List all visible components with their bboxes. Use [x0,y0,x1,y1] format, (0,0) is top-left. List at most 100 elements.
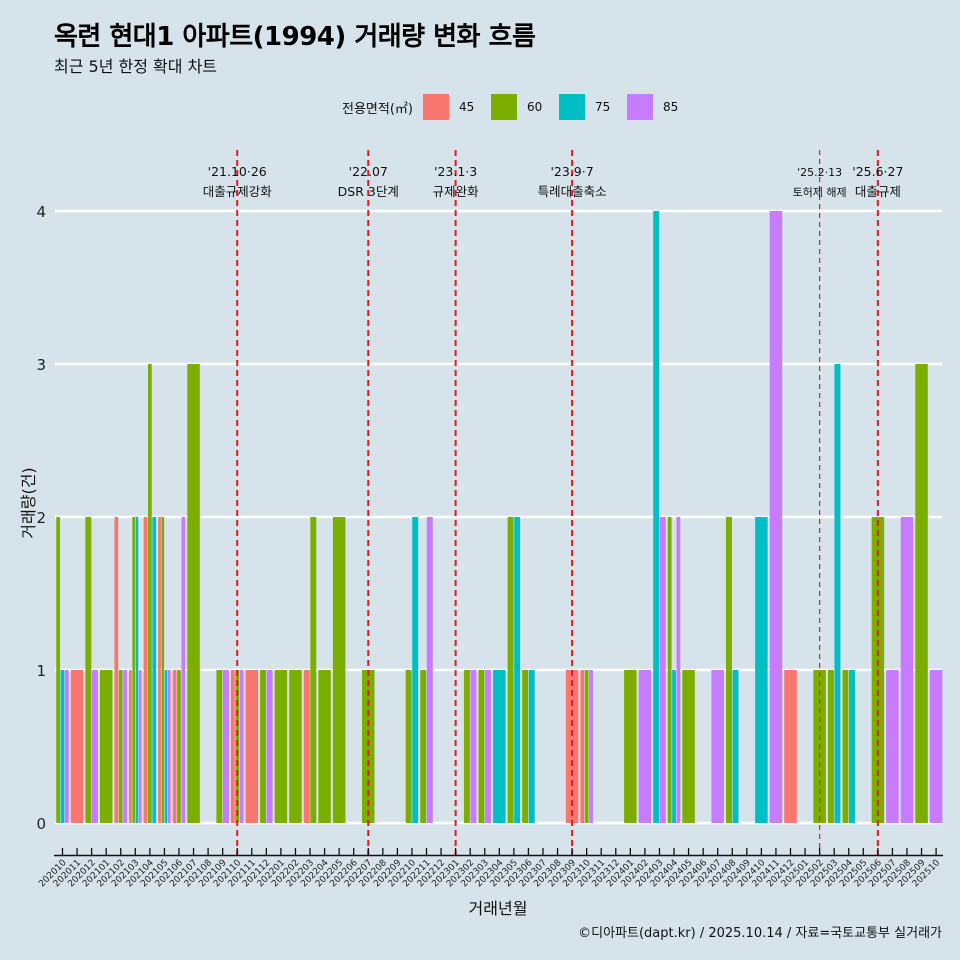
bar-202109-60 [216,670,223,823]
legend-swatch-85 [626,94,653,120]
legend-swatch-60 [490,94,517,120]
bar-202203-60 [310,517,317,823]
event-label: 토허제 해제 [793,185,847,199]
bar-202305-60 [507,517,514,823]
y-axis-ticks: 0 1 2 3 4 [36,203,46,833]
event-date: '25.2·13 [797,166,842,179]
bar-202012-60 [85,517,92,823]
bar-202302-85 [470,670,477,823]
bar-202403-75 [653,211,660,823]
bar-202309-45 [565,670,579,823]
legend-item-45: 45 [422,94,481,120]
legend-item-75: 75 [558,94,617,120]
bar-202106-60 [177,670,181,823]
bar-202401-60 [624,670,637,823]
bar-202112-60 [260,670,267,823]
legend: 전용면적(㎡) 45 60 75 85 [342,93,695,121]
legend-swatch-45 [422,94,449,120]
bar-202105-85 [167,670,171,823]
bar-202407-85 [711,670,724,823]
bar-202110-60 [235,670,240,823]
event-label: 특례대출축소 [538,184,607,199]
bar-202303-85 [485,670,491,823]
bar-202504-75 [849,670,855,823]
bar-202410-75 [755,517,768,823]
event-label: 규제완화 [433,184,480,199]
x-axis: 2020102020112020122021012021022021032021… [37,848,943,889]
bar-202102-85 [123,670,127,823]
bar-202509-60 [915,364,928,823]
bar-202504-60 [842,670,849,823]
bar-202405-60 [682,670,695,823]
bar-202402-85 [638,670,652,823]
bar-202010-75 [60,670,65,823]
bar-202210-60 [405,670,412,823]
chart-title: 옥련 현대1 아파트(1994) 거래량 변화 흐름 [54,22,536,52]
y-axis-label: 거래량(건) [19,467,38,538]
bar-202201-60 [274,670,288,823]
legend-label-75: 75 [594,100,611,114]
event-date: '21.10·26 [208,164,267,179]
bar-202202-60 [289,670,302,823]
event-date: '23.1·3 [434,164,477,179]
bar-202310-85 [589,670,593,823]
y-tick-label: 0 [36,815,46,833]
bar-202508-85 [900,517,914,823]
bar-202103-75 [135,517,139,823]
bar-202109-85 [222,670,229,823]
legend-label-60: 60 [526,100,543,114]
bar-202306-60 [522,670,529,823]
y-tick-label: 2 [36,509,46,527]
bar-202101-60 [99,670,113,823]
bar-202010-60 [56,517,61,823]
bar-202404-85 [676,517,681,823]
bar-202112-85 [266,670,273,823]
y-tick-label: 3 [36,356,46,374]
bar-202411-85 [769,211,783,823]
bar-202111-45 [245,670,259,823]
event-label: DSR 3단계 [338,184,399,199]
bar-202510-85 [929,670,943,823]
legend-label-45: 45 [458,100,475,114]
bar-202103-60 [132,517,135,823]
y-tick-label: 1 [36,662,46,680]
legend-swatch-75 [558,94,585,120]
bar-202207-60 [362,670,375,823]
bar-202303-60 [478,670,485,823]
bar-202211-60 [420,670,427,823]
bar-202305-75 [514,517,521,823]
bar-202210-75 [412,517,419,823]
bars [56,211,943,823]
bar-202211-85 [426,517,433,823]
bar-202408-75 [732,670,739,823]
bar-202106-85 [181,517,186,823]
bar-202103-85 [138,670,142,823]
event-date: '23.9·7 [550,164,593,179]
event-label: 대출규제 [855,184,901,199]
bar-202011-45 [70,670,84,823]
bar-202203-45 [303,670,310,823]
bar-202503-60 [827,670,834,823]
bar-202105-60 [161,517,165,823]
bar-202102-60 [118,670,123,823]
y-tick-label: 4 [36,203,46,221]
bar-202304-75 [493,670,506,823]
bar-202507-85 [886,670,899,823]
chart-subtitle: 최근 5년 한정 확대 차트 [54,57,218,76]
bar-202105-75 [164,670,168,823]
source-caption: ©디아파트(dapt.kr) / 2025.10.14 / 자료=국토교통부 실… [578,926,942,941]
bar-202403-85 [659,517,666,823]
bar-202408-60 [726,517,732,823]
bar-202306-75 [528,670,535,823]
bar-202503-75 [834,364,841,823]
event-date: '22.07 [349,164,388,179]
bar-202104-75 [152,517,157,823]
bar-202107-60 [187,364,200,823]
bar-202106-45 [172,670,177,823]
legend-item-85: 85 [626,94,685,120]
bar-202310-45 [580,670,585,823]
bar-202103-45 [129,670,132,823]
bar-202110-45 [230,670,235,823]
bar-202404-75 [672,670,676,823]
